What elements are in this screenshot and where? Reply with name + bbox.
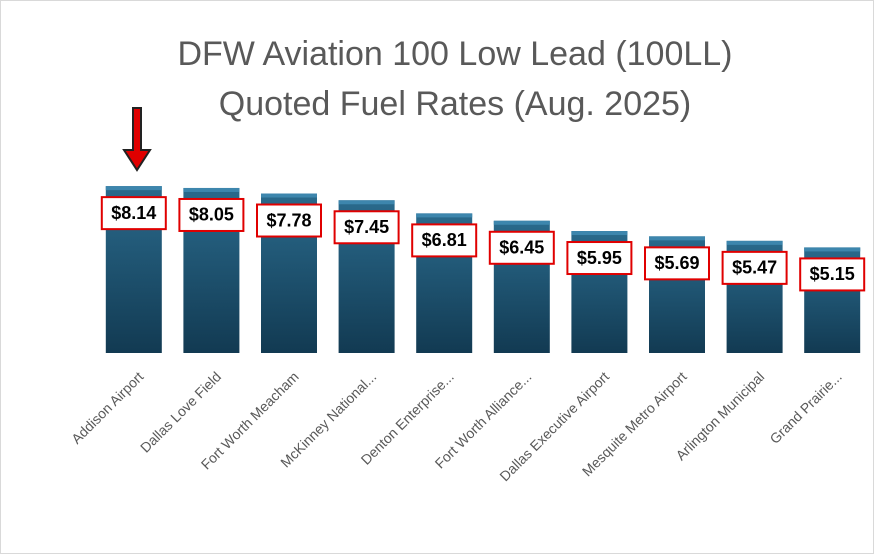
value-label-box xyxy=(644,246,710,281)
value-label: $5.15 xyxy=(810,264,855,284)
value-label-box xyxy=(100,196,167,231)
bar-top xyxy=(571,231,628,236)
value-label-box xyxy=(721,250,788,285)
bar-top xyxy=(338,200,395,205)
value-label: $8.05 xyxy=(189,205,234,225)
value-label: $7.45 xyxy=(344,217,389,237)
value-label-box xyxy=(333,210,400,245)
value-label-box xyxy=(566,241,633,276)
chart-title: Quoted Fuel Rates (Aug. 2025) xyxy=(219,85,692,123)
arrow xyxy=(122,107,152,172)
bar-top xyxy=(261,193,317,198)
bar-top xyxy=(416,213,473,218)
value-label-box xyxy=(256,203,322,238)
bar-top xyxy=(804,247,861,252)
value-label: $7.78 xyxy=(266,210,311,230)
value-label: $5.47 xyxy=(732,258,777,278)
value-label-box xyxy=(488,230,555,265)
bar-top xyxy=(183,187,240,192)
bar-top xyxy=(105,186,162,191)
value-label: $6.45 xyxy=(499,238,544,258)
value-label: $6.81 xyxy=(422,230,467,250)
chart-title: DFW Aviation 100 Low Lead (100LL) xyxy=(177,35,732,73)
bar-top xyxy=(649,236,705,241)
value-label-box xyxy=(799,257,866,292)
bar-top xyxy=(726,240,783,245)
value-label: $8.14 xyxy=(111,203,156,223)
value-label-box xyxy=(178,197,245,232)
value-label-box xyxy=(411,223,478,258)
value-label: $5.95 xyxy=(577,248,622,268)
bar-top xyxy=(493,220,550,225)
value-label: $5.69 xyxy=(654,253,699,273)
